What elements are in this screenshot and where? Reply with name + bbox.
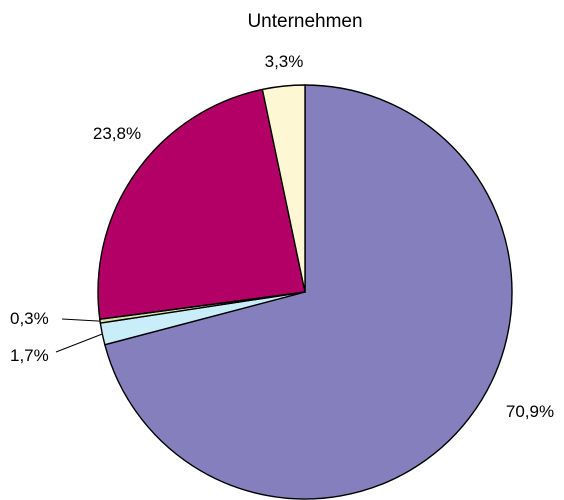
- slice-label: 23,8%: [93, 124, 141, 143]
- pie-slice: [97, 88, 306, 321]
- slice-labels: 70,9% 1,7% 0,3% 23,8% 3,3%: [10, 52, 554, 421]
- leader-lines: [55, 318, 103, 353]
- pie-slice: [261, 84, 306, 293]
- leader-line: [55, 333, 103, 353]
- leader-line: [61, 318, 101, 322]
- pie-slices: [97, 84, 513, 500]
- slice-label: 0,3%: [10, 309, 49, 328]
- slice-label: 1,7%: [10, 346, 49, 365]
- pie-slice: [103, 84, 513, 500]
- slice-label: 3,3%: [265, 52, 304, 71]
- slice-label: 70,9%: [506, 402, 554, 421]
- chart-title: Unternehmen: [247, 11, 362, 32]
